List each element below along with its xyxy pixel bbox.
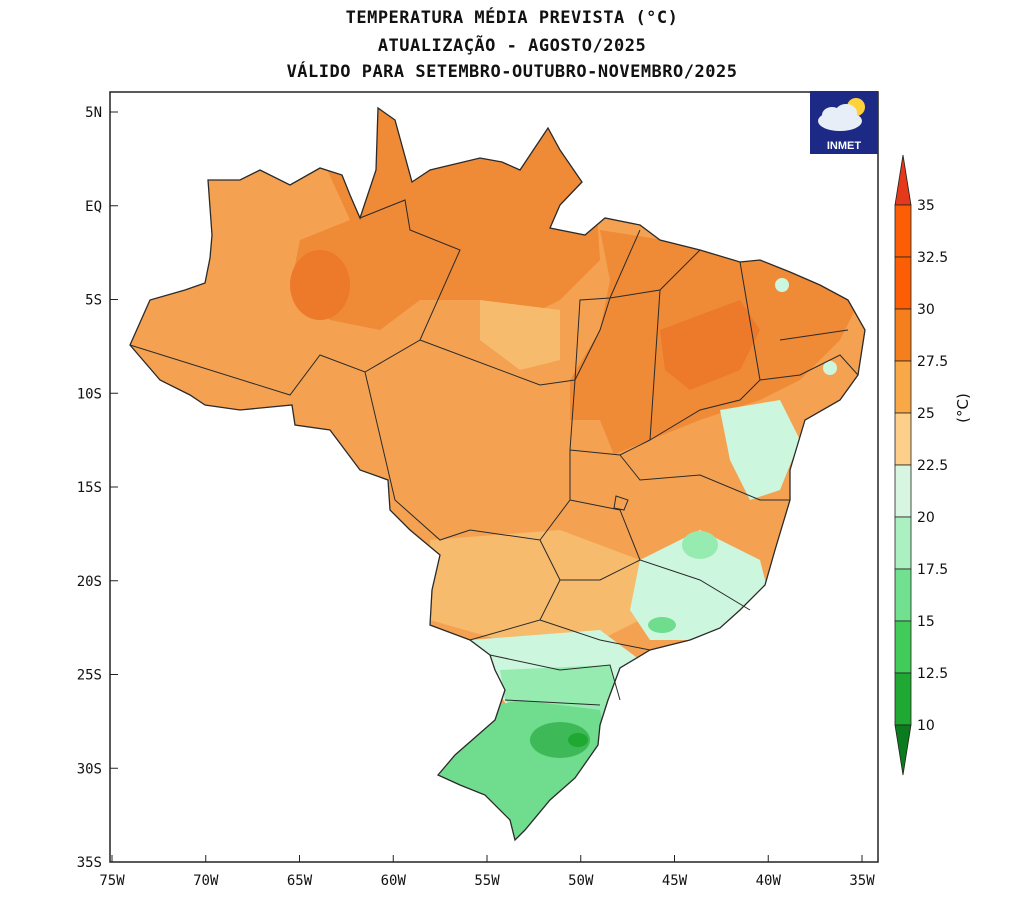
minas-green-spot <box>682 531 718 559</box>
colorbar-segment <box>894 308 912 362</box>
state-borders <box>129 106 866 842</box>
colorbar-tick-label: 35 <box>917 198 935 214</box>
colorbar-segment <box>894 412 912 466</box>
x-tick-label: 75W <box>99 873 125 889</box>
bahia-pale-green-zone <box>720 400 800 500</box>
northeast-hot-core <box>660 300 760 390</box>
colorbar-segment <box>894 516 912 570</box>
colorbar-tick-label: 17.5 <box>917 562 948 578</box>
y-tick-label: 30S <box>77 761 102 777</box>
x-tick-label: 55W <box>474 873 500 889</box>
colorbar-segment <box>894 672 912 726</box>
sp-green-spot <box>648 617 676 633</box>
x-tick-label: 35W <box>849 873 875 889</box>
rs-dark-green-spot <box>530 722 590 758</box>
y-tick-label: 15S <box>77 480 102 496</box>
y-tick-label: 10S <box>77 386 102 402</box>
southeast-light-orange-zone <box>430 530 660 640</box>
colorbar-tick-label: 22.5 <box>917 458 948 474</box>
map-subtitle-update: ATUALIZAÇÃO - AGOSTO/2025 <box>377 36 647 56</box>
x-tick-label: 60W <box>381 873 407 889</box>
southeast-pale-green-zone <box>630 530 770 640</box>
x-tick-label: 50W <box>568 873 594 889</box>
ne-coast-pale-spot-2 <box>823 361 837 375</box>
colorbar-tick-label: 27.5 <box>917 354 948 370</box>
colorbar-tick-label: 25 <box>917 406 935 422</box>
colorbar: 35 32.5 30 27.5 25 22.5 20 17.5 15 12.5 10 <box>894 154 948 776</box>
colorbar-segment <box>894 568 912 622</box>
map-title: TEMPERATURA MÉDIA PREVISTA (°C) <box>345 8 679 28</box>
colorbar-tick-label: 12.5 <box>917 666 948 682</box>
x-tick-label: 70W <box>193 873 219 889</box>
x-tick-label: 45W <box>662 873 688 889</box>
colorbar-segment <box>894 464 912 518</box>
central-warm-zone <box>480 420 620 540</box>
y-tick-label: 5N <box>85 105 102 121</box>
colorbar-segment <box>894 620 912 674</box>
y-tick-label: 20S <box>77 574 102 590</box>
y-tick-label: 35S <box>77 855 102 871</box>
y-tick-label: 5S <box>85 293 102 309</box>
x-tick-label: 40W <box>756 873 782 889</box>
inmet-logo-text: INMET <box>826 140 862 152</box>
colorbar-segment <box>894 204 912 258</box>
rs-darkest-green-spot <box>568 733 588 747</box>
colorbar-top-arrow <box>894 154 912 206</box>
x-axis: 75W 70W 65W 60W 55W 50W 45W 40W 35W <box>99 855 875 889</box>
y-axis: 5N EQ 5S 10S 15S 20S 25S 30S 35S <box>77 105 118 871</box>
map-subtitle-period: VÁLIDO PARA SETEMBRO-OUTUBRO-NOVEMBRO/20… <box>286 62 738 82</box>
colorbar-bottom-arrow <box>894 724 912 776</box>
colorbar-tick-label: 10 <box>917 718 935 734</box>
colorbar-segment <box>894 256 912 310</box>
y-tick-label: 25S <box>77 668 102 684</box>
para-light-zone <box>480 300 560 370</box>
inmet-logo: INMET <box>810 91 878 154</box>
ne-coast-pale-spot <box>775 278 789 292</box>
colorbar-tick-label: 20 <box>917 510 935 526</box>
y-tick-label: EQ <box>85 199 102 215</box>
x-tick-label: 65W <box>287 873 313 889</box>
colorbar-tick-label: 15 <box>917 614 935 630</box>
colorbar-unit-label: (°C) <box>954 393 972 423</box>
colorbar-tick-label: 30 <box>917 302 935 318</box>
amazonas-hot-spot <box>290 250 350 320</box>
colorbar-tick-label: 32.5 <box>917 250 948 266</box>
cloud-sun-icon <box>818 98 865 131</box>
colorbar-segment <box>894 360 912 414</box>
